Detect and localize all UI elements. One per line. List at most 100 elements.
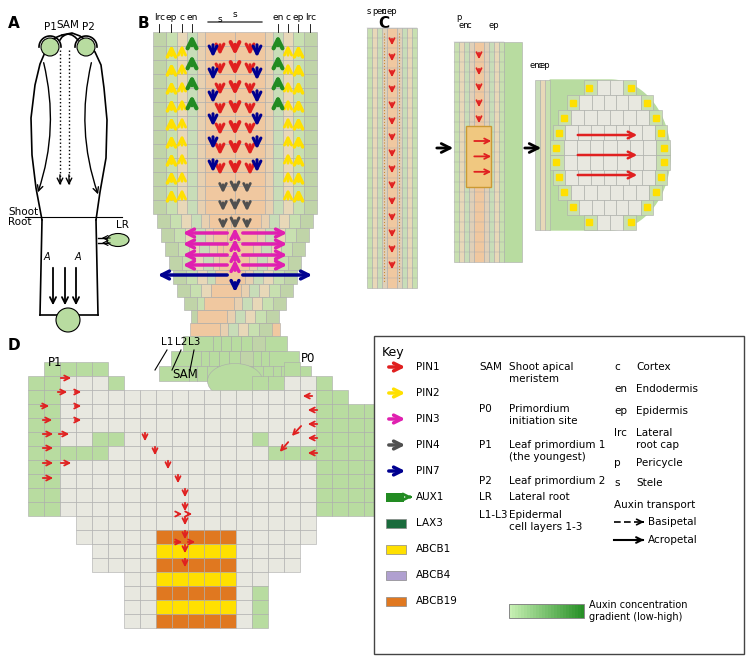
Bar (584, 185, 597, 200)
Bar (253, 270, 263, 284)
Bar (235, 172, 265, 186)
Bar (172, 614, 188, 628)
Bar (267, 256, 277, 270)
Bar (156, 460, 172, 474)
Text: Acropetal: Acropetal (648, 535, 698, 545)
Bar (76, 460, 92, 474)
Bar (108, 488, 124, 502)
Bar (28, 474, 44, 488)
Bar (44, 376, 60, 390)
Bar (293, 186, 304, 200)
Bar (316, 390, 332, 404)
Bar (236, 614, 252, 628)
Text: P1: P1 (43, 22, 56, 32)
Bar (108, 418, 124, 432)
Bar (140, 502, 156, 516)
Bar (197, 32, 205, 46)
Bar (76, 362, 92, 376)
Bar (172, 558, 188, 572)
Bar (293, 172, 304, 186)
Bar (257, 336, 287, 351)
Bar (153, 74, 166, 88)
Bar (76, 502, 92, 516)
Bar (172, 586, 188, 600)
Text: s: s (614, 478, 619, 488)
Bar (218, 336, 229, 351)
Bar (604, 95, 616, 110)
Bar (205, 32, 235, 46)
Bar (177, 186, 187, 200)
Bar (474, 42, 484, 262)
Bar (300, 516, 316, 530)
Bar (140, 460, 156, 474)
Bar (197, 60, 205, 74)
Bar (348, 460, 364, 474)
Bar (188, 600, 204, 614)
Text: c: c (614, 362, 620, 372)
Bar (509, 604, 512, 618)
Text: D: D (8, 338, 21, 353)
Bar (213, 256, 221, 270)
Bar (304, 60, 317, 74)
Bar (140, 418, 156, 432)
Bar (166, 32, 177, 46)
Bar (364, 418, 380, 432)
Bar (220, 390, 236, 404)
Bar (293, 102, 304, 116)
Bar (197, 74, 205, 88)
Bar (153, 116, 166, 130)
Bar (300, 418, 316, 432)
Bar (265, 186, 273, 200)
Bar (284, 474, 300, 488)
Bar (304, 172, 317, 186)
Text: s: s (233, 10, 237, 19)
Bar (217, 242, 247, 256)
Bar (172, 460, 188, 474)
Bar (654, 125, 667, 140)
Bar (197, 144, 205, 158)
Bar (252, 558, 268, 572)
Bar (304, 144, 317, 158)
Bar (108, 502, 124, 516)
Bar (407, 28, 412, 288)
Bar (316, 376, 332, 390)
Bar (184, 297, 197, 310)
Bar (191, 214, 201, 228)
Bar (348, 502, 364, 516)
Bar (172, 390, 188, 404)
Bar (293, 60, 304, 74)
Bar (283, 60, 293, 74)
Bar (545, 604, 548, 618)
Bar (273, 88, 283, 102)
Bar (250, 323, 280, 336)
Bar (156, 502, 172, 516)
Bar (236, 502, 252, 516)
Bar (92, 544, 108, 558)
Bar (283, 46, 293, 60)
Bar (108, 474, 124, 488)
Bar (387, 28, 397, 288)
Bar (223, 242, 253, 256)
Bar (236, 586, 252, 600)
Text: ep: ep (166, 13, 177, 22)
Bar (60, 376, 76, 390)
Bar (268, 460, 284, 474)
Bar (172, 404, 188, 418)
Bar (545, 80, 550, 230)
Bar (231, 336, 241, 351)
Bar (92, 488, 108, 502)
Bar (597, 185, 610, 200)
Bar (92, 530, 108, 544)
Bar (332, 418, 348, 432)
Bar (252, 502, 268, 516)
Bar (591, 125, 604, 140)
Bar (630, 140, 643, 155)
Bar (591, 170, 604, 185)
Bar (241, 351, 251, 366)
Bar (199, 242, 209, 256)
Bar (166, 116, 177, 130)
Bar (197, 270, 207, 284)
Bar (197, 130, 205, 144)
Bar (300, 432, 316, 446)
Bar (636, 110, 649, 125)
